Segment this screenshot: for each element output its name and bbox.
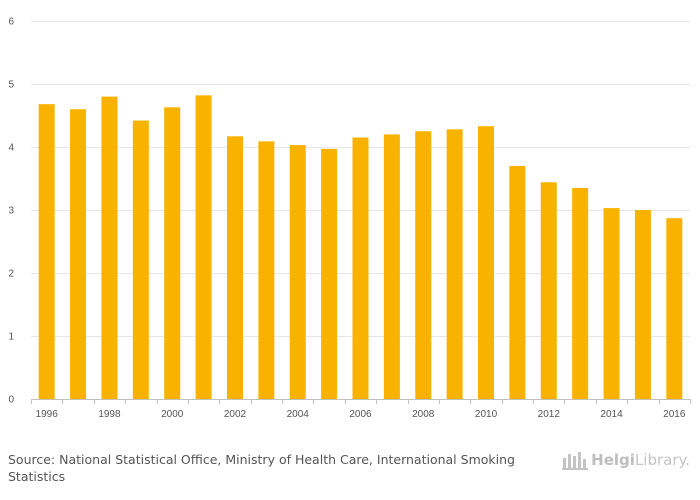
x-tick-label-2000: 2000 (161, 409, 184, 420)
bar-2010 (478, 126, 495, 400)
bar-2016 (666, 218, 683, 399)
bar-2007 (383, 134, 400, 399)
bar-2002 (226, 136, 243, 400)
y-tick-label-3: 3 (8, 206, 14, 217)
helgi-library-logo: Helgi Library. (562, 450, 690, 470)
bars (38, 95, 683, 400)
bar-2003 (258, 141, 275, 399)
x-tick-label-2010: 2010 (475, 409, 498, 420)
bar-2013 (572, 187, 589, 399)
source-text: National Statistical Office, Ministry of… (8, 452, 515, 484)
x-tick-label-2014: 2014 (600, 409, 623, 420)
bar-2006 (352, 137, 369, 400)
bar-2011 (509, 165, 526, 399)
x-tick-label-2012: 2012 (538, 409, 561, 420)
bar-2012 (540, 182, 557, 399)
bar-1998 (101, 96, 118, 399)
y-tick-label-4: 4 (8, 143, 14, 154)
y-tick-label-5: 5 (8, 80, 14, 91)
bar-2001 (195, 95, 212, 399)
source-prefix: Source: (8, 452, 56, 467)
y-tick-label-1: 1 (8, 332, 14, 343)
bar-1999 (132, 120, 149, 399)
logo-text-strong: Helgi (591, 451, 635, 469)
bar-2000 (164, 107, 181, 399)
x-tick-label-2006: 2006 (349, 409, 372, 420)
x-tick-label-2004: 2004 (287, 409, 310, 420)
x-tick-label-2008: 2008 (412, 409, 435, 420)
x-axis-labels: 1996 1998 2000 2002 2004 2006 2008 2010 2012 2014… (36, 409, 686, 420)
bar-2009 (446, 129, 463, 400)
y-tick-label-6: 6 (8, 17, 14, 28)
bar-2004 (289, 145, 306, 399)
bar-2014 (603, 208, 620, 399)
bar-2005 (321, 148, 338, 399)
x-tick-label-2016: 2016 (663, 409, 686, 420)
bar-2008 (415, 131, 432, 399)
x-tick-label-1996: 1996 (36, 409, 59, 420)
x-tick-label-2002: 2002 (224, 409, 247, 420)
helgi-library-logo-icon (562, 452, 589, 470)
y-tick-label-2: 2 (8, 269, 14, 280)
x-tick-label-1998: 1998 (98, 409, 121, 420)
bar-1996 (38, 104, 55, 399)
bar-1997 (70, 109, 87, 399)
x-axis (31, 399, 691, 404)
bar-2015 (634, 210, 651, 399)
y-tick-label-0: 0 (8, 395, 14, 406)
y-axis-labels: 0 1 2 3 4 5 6 (8, 17, 14, 406)
source-note: Source: National Statistical Office, Min… (8, 451, 548, 485)
logo-text-light: Library. (634, 451, 690, 469)
